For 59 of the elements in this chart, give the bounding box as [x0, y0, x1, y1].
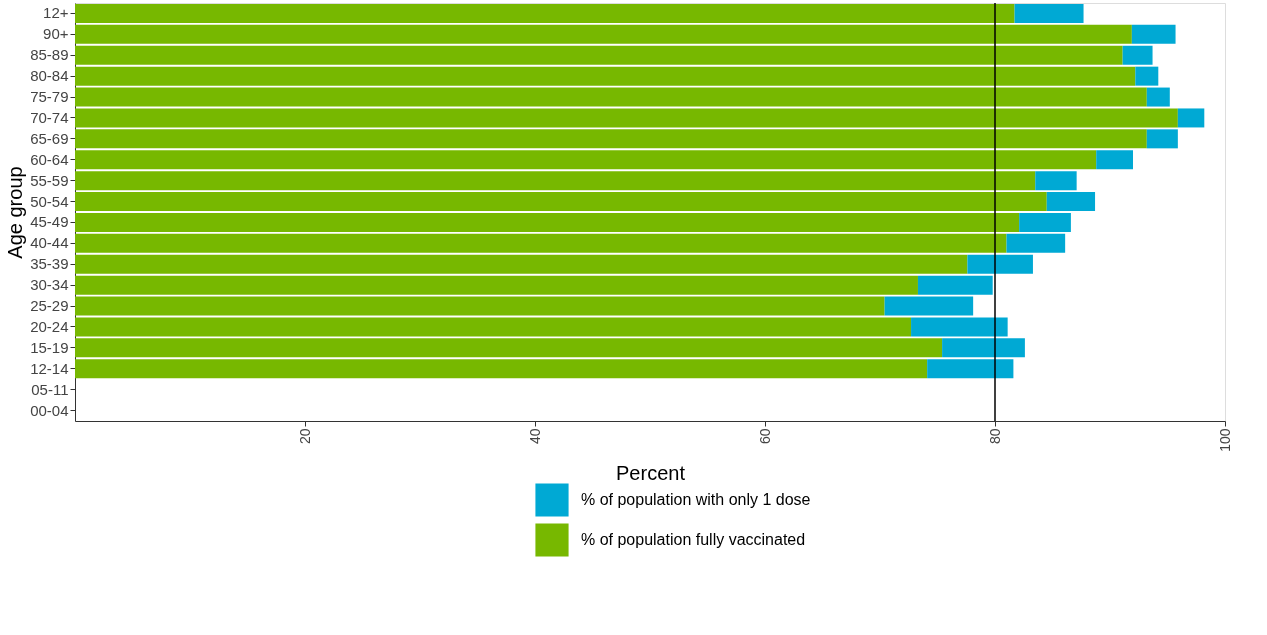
legend-label: % of population with only 1 dose [581, 491, 811, 508]
y-tick-label: 30-34 [30, 276, 69, 294]
x-tick-label: 60 [756, 428, 773, 445]
bar [75, 192, 1047, 212]
y-tick-label: 45-49 [30, 213, 69, 231]
y-tick-label: 80-84 [30, 67, 69, 85]
y-tick-label: 55-59 [30, 171, 69, 189]
bar [75, 3, 1015, 23]
bar [75, 275, 918, 295]
y-tick-label: 65-69 [30, 129, 69, 147]
bar [75, 254, 968, 274]
bar [1135, 66, 1159, 86]
x-tick-label: 20 [296, 428, 313, 445]
y-axis-title: Age group [4, 166, 27, 259]
bar [1014, 3, 1084, 23]
y-tick-label: 40-44 [30, 234, 69, 252]
bar [917, 275, 993, 295]
bar [75, 233, 1007, 253]
bar [1019, 212, 1071, 232]
y-tick-label: 75-79 [30, 88, 69, 106]
y-tick-label: 25-29 [30, 297, 69, 315]
y-tick-label: 50-54 [30, 192, 69, 210]
y-tick-label: 12-14 [30, 359, 69, 377]
bar [1146, 129, 1178, 149]
x-tick-label: 80 [986, 428, 1003, 445]
bar [75, 45, 1123, 65]
bar [75, 129, 1147, 149]
y-tick-label: 35-39 [30, 255, 69, 273]
bar [75, 212, 1020, 232]
y-tick-label: 60-64 [30, 150, 69, 168]
bar [75, 359, 928, 379]
bar [75, 24, 1132, 44]
bar [75, 150, 1097, 170]
bar [1177, 108, 1205, 128]
bar [1146, 87, 1170, 107]
bar [1006, 233, 1066, 253]
bar [967, 254, 1033, 274]
y-tick-label: 85-89 [30, 46, 69, 64]
bar [927, 359, 1014, 379]
x-tick-label: 100 [1216, 428, 1233, 452]
legend-label: % of population fully vaccinated [581, 531, 806, 548]
bar [75, 171, 1036, 191]
bar [1035, 171, 1077, 191]
bar [1096, 150, 1133, 170]
y-tick-label: 15-19 [30, 338, 69, 356]
y-tick-label: 00-04 [30, 401, 69, 419]
y-tick-label: 05-11 [31, 380, 69, 398]
bar [942, 338, 1025, 358]
bar [1046, 192, 1096, 212]
y-tick-label: 90+ [43, 25, 69, 43]
y-tick-label: 70-74 [30, 108, 69, 126]
y-tick-label: 20-24 [30, 317, 69, 335]
x-axis-title: Percent [616, 461, 686, 484]
bar [75, 66, 1136, 86]
bar [75, 338, 943, 358]
bar [1122, 45, 1153, 65]
x-tick-label: 40 [526, 428, 543, 445]
bar [1131, 24, 1176, 44]
y-tick-label: 12+ [43, 4, 69, 22]
